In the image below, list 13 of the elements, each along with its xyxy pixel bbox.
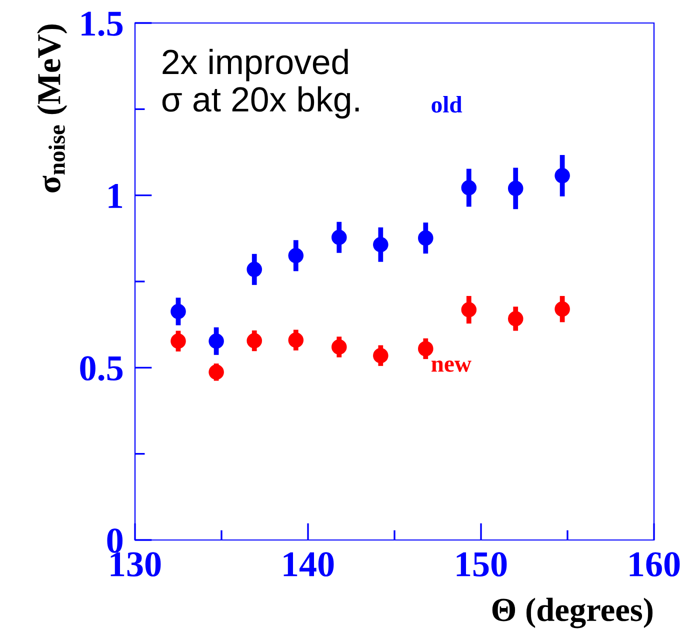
x-tick-label: 150 bbox=[456, 552, 507, 577]
text: old bbox=[432, 96, 462, 113]
y-tick-label: 1.5 bbox=[82, 12, 123, 36]
annotation: 2x improved σ at 20x bkg. bbox=[162, 48, 359, 119]
series-label: new bbox=[431, 360, 472, 372]
y-tick-label: 0 bbox=[107, 528, 123, 553]
y-tick-label: 1 bbox=[108, 184, 122, 208]
x-tick-label: 130 bbox=[110, 552, 161, 577]
x-tick-label: 160 bbox=[630, 552, 680, 577]
x-tick-label: 140 bbox=[284, 552, 334, 577]
x-axis-title: Θ (degrees) bbox=[492, 598, 653, 628]
y-axis-title: σ$_{noise}$ (MeV) bbox=[36, 24, 68, 192]
y-tick-label: 0.5 bbox=[80, 356, 123, 381]
